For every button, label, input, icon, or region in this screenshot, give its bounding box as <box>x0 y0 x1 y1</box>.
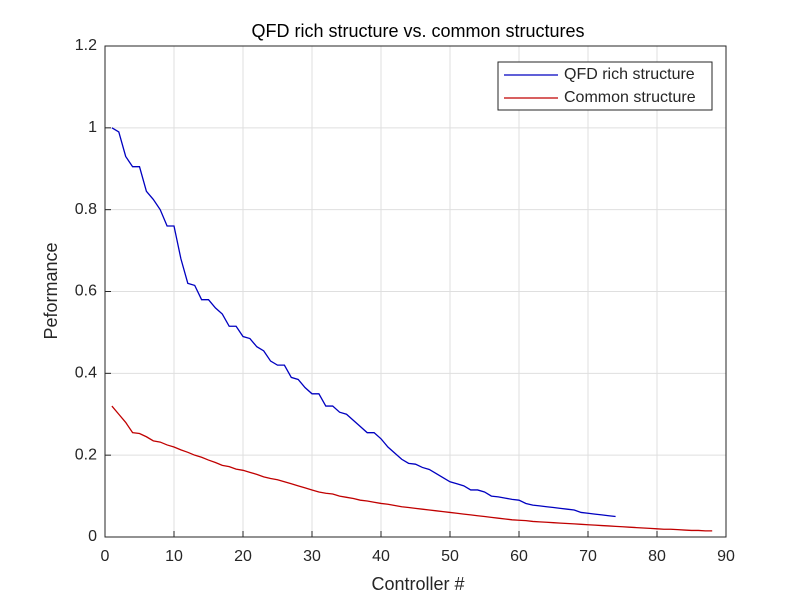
x-tick-label: 20 <box>234 548 252 565</box>
chart-title: QFD rich structure vs. common structures <box>251 21 584 41</box>
x-tick-label: 70 <box>579 548 597 565</box>
legend-box <box>497 61 713 111</box>
x-tick-label: 80 <box>648 548 666 565</box>
x-tick-label: 60 <box>510 548 528 565</box>
y-axis-label: Peformance <box>41 242 61 339</box>
y-tick-label: 0.2 <box>75 446 97 463</box>
y-tick-label: 1.2 <box>75 37 97 54</box>
x-tick-label: 0 <box>101 548 110 565</box>
y-tick-label: 0.6 <box>75 283 97 300</box>
y-tick-label: 0.8 <box>75 201 97 218</box>
x-tick-label: 30 <box>303 548 321 565</box>
x-tick-label: 40 <box>372 548 390 565</box>
legend-label: Common structure <box>564 89 696 106</box>
x-axis-label: Controller # <box>371 574 464 594</box>
x-tick-label: 90 <box>717 548 735 565</box>
legend-label: QFD rich structure <box>564 66 695 83</box>
x-tick-label: 50 <box>441 548 459 565</box>
plot-frame <box>104 45 727 538</box>
y-tick-label: 0 <box>88 528 97 545</box>
y-tick-label: 0.4 <box>75 365 97 382</box>
line <box>111 127 616 518</box>
line <box>111 405 713 532</box>
y-tick-label: 1 <box>88 119 97 136</box>
x-tick-label: 10 <box>165 548 183 565</box>
